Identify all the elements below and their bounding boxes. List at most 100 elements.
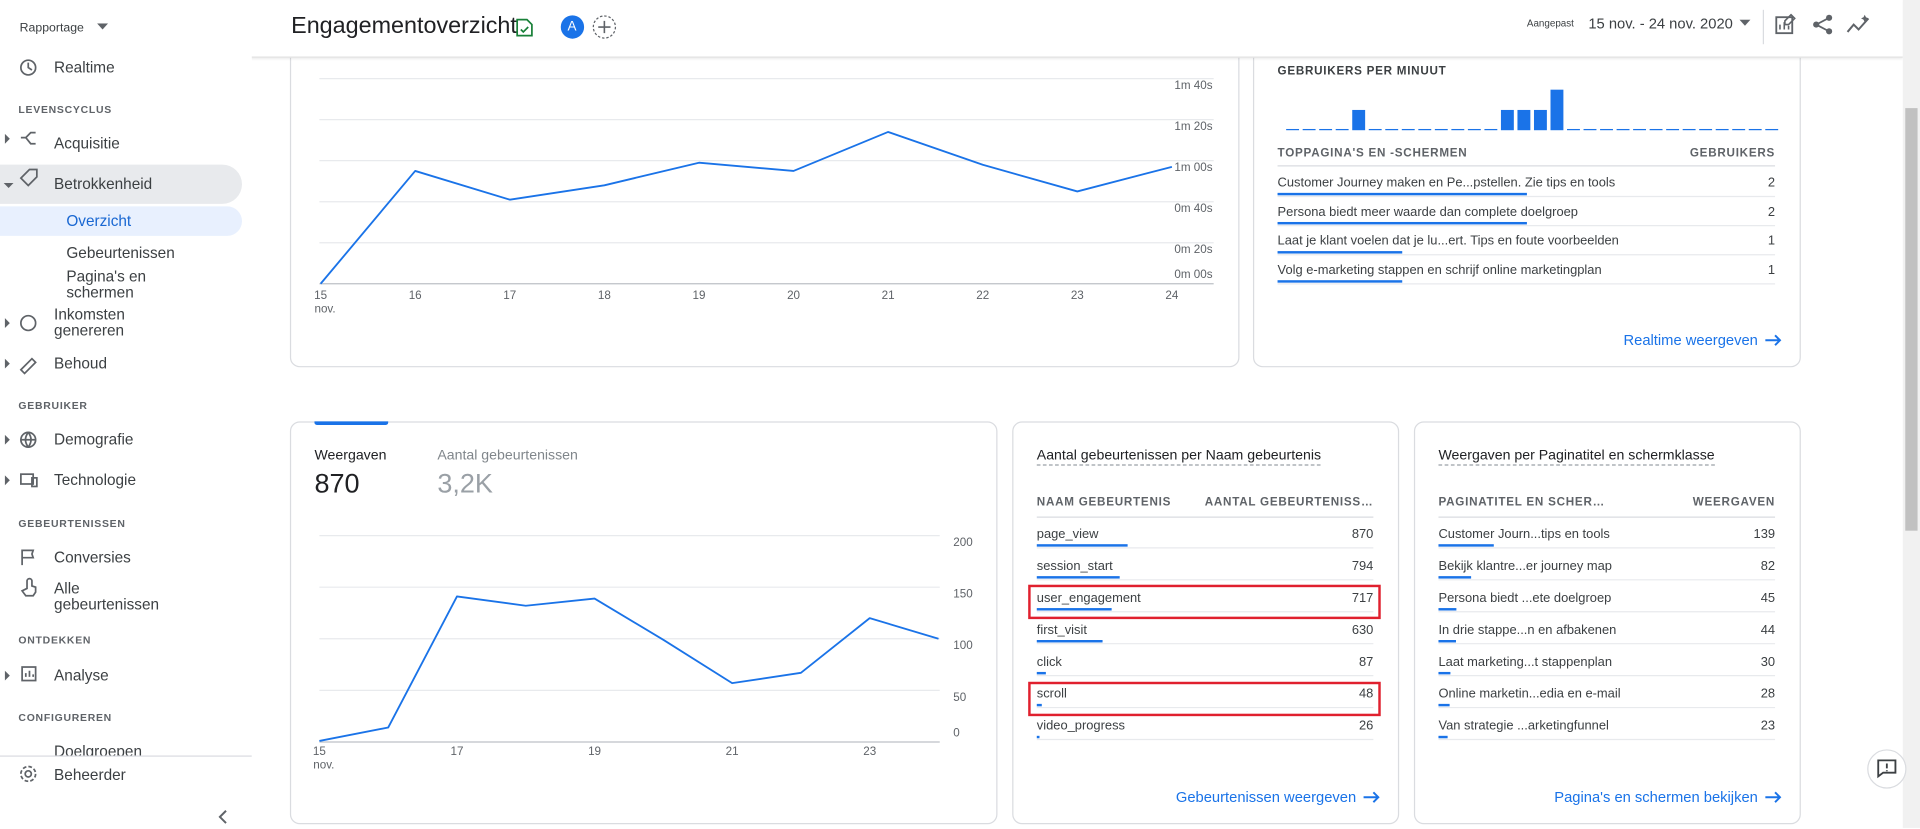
add-comparison[interactable]: [592, 15, 617, 40]
link-text[interactable]: Pagina's en schermen bekijken: [1554, 788, 1758, 806]
customize-icon[interactable]: [1775, 13, 1797, 36]
row-value: 2: [1767, 204, 1776, 220]
tab-value: 870: [314, 468, 360, 499]
highlight-box: [1028, 584, 1381, 620]
row-label: scroll: [1036, 686, 1067, 702]
active-item-bg: [0, 206, 242, 236]
row-value: 26: [1359, 718, 1374, 734]
engagement-time-card: [289, 24, 1240, 368]
row-value: 630: [1351, 622, 1374, 638]
column-header: AANTAL GEBEURTENISS…: [1204, 495, 1374, 510]
row-label: video_progress: [1036, 718, 1125, 734]
row-value: 2: [1767, 175, 1776, 191]
insights-icon[interactable]: [1846, 14, 1871, 36]
row-label: user_engagement: [1036, 590, 1141, 606]
realtime-card: [1252, 24, 1801, 368]
collapse-button[interactable]: [217, 810, 229, 825]
row-value: 139: [1753, 526, 1776, 542]
pages-card: [1413, 421, 1801, 825]
link[interactable]: Gebeurtenissen weergeven: [1176, 789, 1381, 806]
arrow-icon: [1765, 791, 1782, 803]
nav-item[interactable]: Betrokkenheid: [54, 175, 153, 193]
link[interactable]: Pagina's en schermen bekijken: [1554, 789, 1782, 806]
row-label: Persona biedt ...ete doelgroep: [1438, 590, 1612, 606]
nav-item[interactable]: Technologie: [54, 471, 137, 489]
nav-item[interactable]: Acquisitie: [54, 135, 120, 153]
highlight-box: [1028, 681, 1381, 717]
column-header: PAGINATITEL EN SCHER…: [1438, 495, 1606, 510]
nav-item[interactable]: Demografie: [54, 431, 134, 449]
tab-label[interactable]: Weergaven: [314, 448, 387, 464]
row-value: 44: [1760, 622, 1776, 638]
nav-item[interactable]: Realtime: [54, 58, 115, 77]
row-label: Laat je klant voelen dat je lu...ert. Ti…: [1277, 233, 1619, 249]
separator: [1762, 9, 1764, 45]
active-tab-indicator: [314, 421, 389, 426]
active-group-bg: [0, 164, 242, 204]
feedback-button[interactable]: [1866, 748, 1908, 790]
nav-item[interactable]: Beheerder: [54, 766, 126, 784]
row-label: Customer Journey maken en Pe...pstellen.…: [1277, 175, 1616, 191]
scrollbar-thumb[interactable]: [1905, 108, 1918, 531]
arrow-icon: [1765, 334, 1782, 346]
property-selector[interactable]: Rapportage: [19, 21, 84, 36]
arrow-icon: [1363, 791, 1380, 803]
row-value: 717: [1351, 590, 1374, 606]
nav-subitem[interactable]: Gebeurtenissen: [66, 244, 175, 262]
nav-item[interactable]: Conversies: [54, 549, 131, 567]
date-dropdown-icon[interactable]: [1739, 19, 1751, 27]
page-title: Engagementoverzicht: [291, 13, 517, 40]
link[interactable]: Realtime weergeven: [1623, 332, 1782, 349]
row-value: 1: [1767, 233, 1776, 249]
row-label: session_start: [1036, 558, 1113, 574]
row-value: 23: [1760, 718, 1776, 734]
row-label: Laat marketing...t stappenplan: [1438, 654, 1613, 670]
row-value: 87: [1359, 654, 1374, 670]
nav-subitem[interactable]: Pagina's en schermen: [66, 267, 147, 301]
sidebar-footer: [0, 755, 252, 828]
nav-section: GEBEURTENISSEN: [18, 517, 126, 530]
row-label: click: [1036, 654, 1062, 670]
row-value: 82: [1760, 558, 1776, 574]
date-range[interactable]: 15 nov. - 24 nov. 2020: [1588, 14, 1733, 32]
nav-section: CONFIGUREREN: [18, 711, 112, 724]
tab-label[interactable]: Aantal gebeurtenissen: [437, 448, 578, 464]
sidebar: Realtime LEVENSCYCLUS Acquisitie Betrokk…: [0, 56, 252, 828]
nav-section: LEVENSCYCLUS: [18, 103, 112, 116]
dropdown-icon: [97, 23, 109, 30]
column-header: GEBRUIKERS: [1689, 146, 1776, 161]
column-header: TOPPAGINA'S EN -SCHERMEN: [1277, 146, 1468, 161]
avatar-badge[interactable]: [560, 15, 585, 40]
row-label: page_view: [1036, 526, 1099, 542]
share-icon[interactable]: [1812, 14, 1834, 36]
nav-item[interactable]: Analyse: [54, 667, 109, 685]
nav-item[interactable]: Alle gebeurtenissen: [54, 579, 160, 613]
card-title: Weergaven per Paginatitel en schermklass…: [1438, 448, 1715, 466]
date-mode: Aangepast: [1526, 17, 1574, 29]
nav-subitem[interactable]: Overzicht: [66, 212, 132, 230]
row-label: In drie stappe...n en afbakenen: [1438, 622, 1617, 638]
events-card: [1012, 421, 1400, 825]
views-card: [289, 421, 998, 825]
status-icon: [516, 18, 533, 37]
avatar-letter: A: [567, 19, 577, 35]
link-text[interactable]: Realtime weergeven: [1623, 331, 1758, 349]
link-text[interactable]: Gebeurtenissen weergeven: [1175, 788, 1357, 806]
column-header: WEERGAVEN: [1692, 495, 1776, 510]
row-value: 1: [1767, 262, 1776, 278]
row-value: 30: [1760, 654, 1776, 670]
nav-section: GEBRUIKER: [18, 399, 88, 412]
row-label: Customer Journ...tips en tools: [1438, 526, 1610, 542]
row-label: Bekijk klantre...er journey map: [1438, 558, 1612, 574]
row-label: Van strategie ...arketingfunnel: [1438, 718, 1609, 734]
nav-item[interactable]: Inkomsten genereren: [54, 305, 125, 340]
settings-icon: [20, 765, 37, 783]
nav-item[interactable]: Behoud: [54, 355, 108, 373]
row-label: Persona biedt meer waarde dan complete d…: [1277, 204, 1578, 220]
row-value: 48: [1359, 686, 1374, 702]
row-label: first_visit: [1036, 622, 1087, 638]
header: Rapportage Engagementoverzicht A Aangepa…: [0, 0, 1903, 58]
